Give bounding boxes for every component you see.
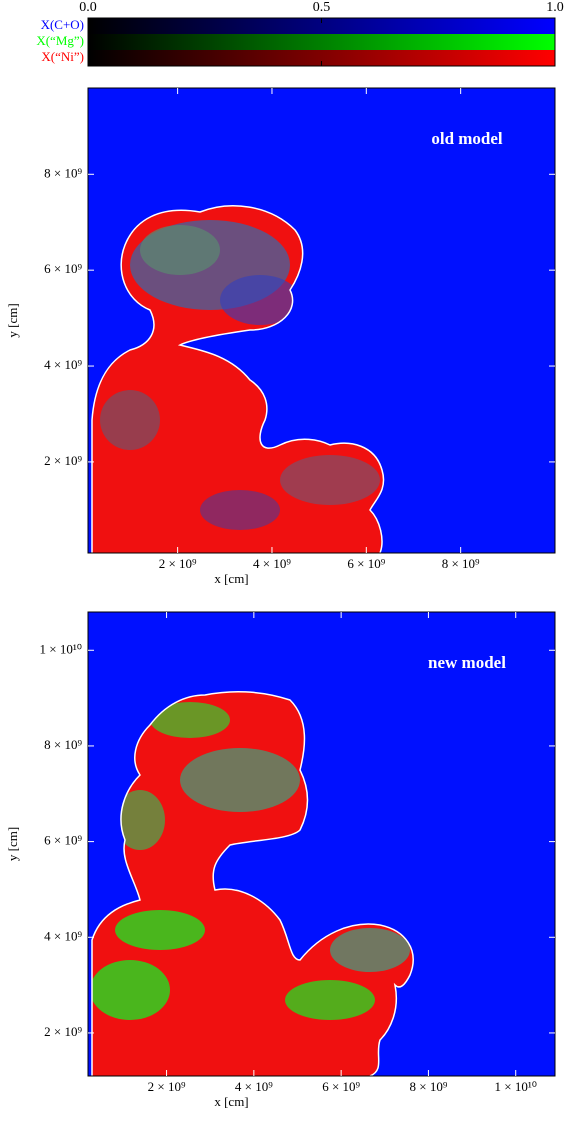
colorbar-label: X(“Ni”) [41, 49, 84, 64]
panel-image [88, 88, 555, 554]
y-tick-label: 2 × 10⁹ [44, 453, 82, 468]
x-tick-label: 6 × 10⁹ [322, 1079, 360, 1094]
y-axis-label: y [cm] [5, 827, 20, 861]
x-tick-label: 8 × 10⁹ [409, 1079, 447, 1094]
colorbar-row [88, 50, 555, 66]
plot-frame [87, 611, 556, 1077]
colorbar-tick-label: 1.0 [546, 0, 564, 15]
x-tick-label: 4 × 10⁹ [235, 1079, 273, 1094]
x-axis-label: x [cm] [214, 571, 248, 586]
colorbar-tick-label: 0.5 [313, 0, 331, 15]
y-tick-label: 1 × 10¹⁰ [40, 641, 82, 656]
x-tick-label: 8 × 10⁹ [442, 556, 480, 571]
x-tick-label: 2 × 10⁹ [148, 1079, 186, 1094]
x-tick-label: 2 × 10⁹ [159, 556, 197, 571]
y-tick-label: 6 × 10⁹ [44, 833, 82, 848]
y-tick-label: 4 × 10⁹ [44, 357, 82, 372]
colorbar-row [88, 34, 555, 50]
annotation: old model [431, 129, 503, 148]
panel-image [88, 612, 555, 1077]
y-tick-label: 8 × 10⁹ [44, 737, 82, 752]
y-tick-label: 6 × 10⁹ [44, 261, 82, 276]
colorbar-label: X(C+O) [41, 17, 84, 32]
colorbar-tick-label: 0.0 [79, 0, 97, 15]
x-tick-label: 6 × 10⁹ [347, 556, 385, 571]
x-tick-label: 4 × 10⁹ [253, 556, 291, 571]
y-tick-label: 8 × 10⁹ [44, 165, 82, 180]
x-tick-label: 1 × 10¹⁰ [494, 1079, 536, 1094]
y-tick-label: 4 × 10⁹ [44, 928, 82, 943]
annotation: new model [428, 653, 506, 672]
x-axis-label: x [cm] [214, 1094, 248, 1109]
colorbar-row [88, 18, 555, 34]
colorbar-label: X(“Mg”) [36, 33, 84, 48]
y-axis-label: y [cm] [5, 303, 20, 337]
plot-frame [87, 87, 556, 554]
y-tick-label: 2 × 10⁹ [44, 1024, 82, 1039]
